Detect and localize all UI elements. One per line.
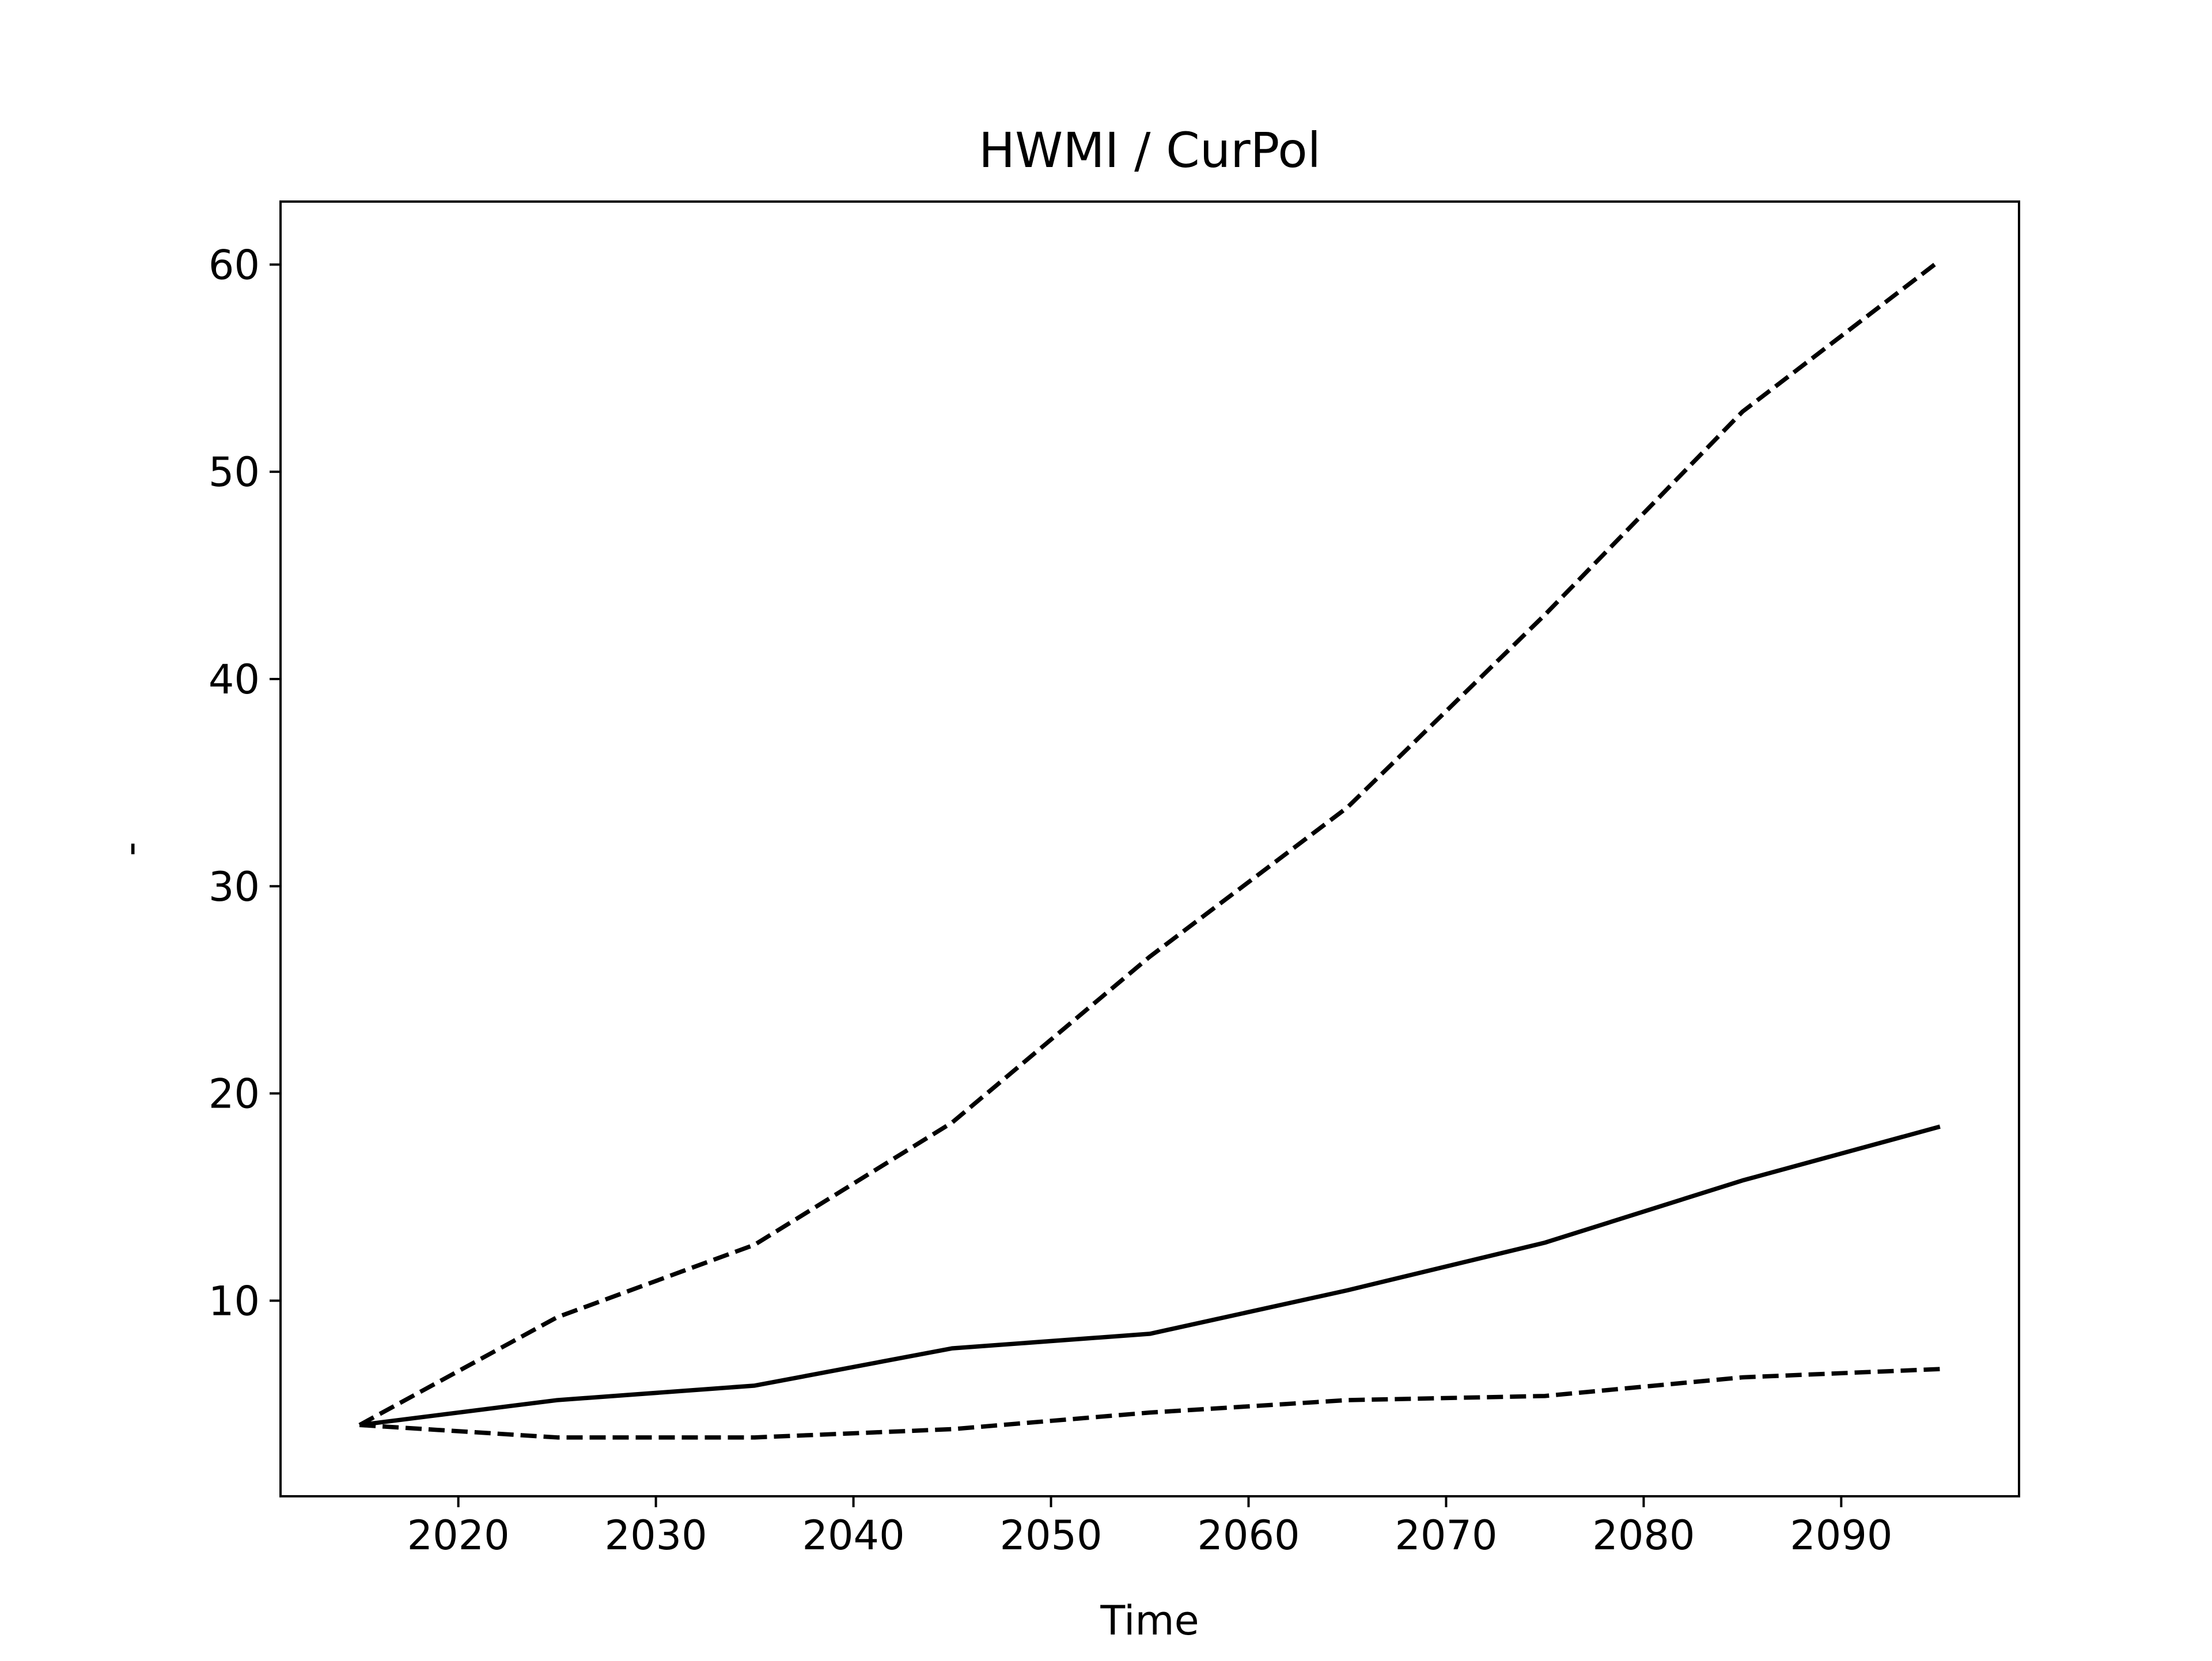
- plot-frame: [279, 200, 2020, 1497]
- x-tick-label: 2090: [1790, 1512, 1892, 1559]
- y-tick-label: 50: [209, 449, 260, 496]
- y-tick-label: 40: [209, 656, 260, 703]
- series-line: [359, 1124, 1941, 1427]
- chart-title: HWMI / CurPol: [979, 122, 1321, 179]
- series-line: [359, 1367, 1940, 1440]
- x-axis-label: Time: [1100, 1597, 1199, 1644]
- x-tick-label: 2070: [1395, 1512, 1497, 1559]
- x-tick-label: 2040: [802, 1512, 904, 1559]
- x-tick-label: 2020: [407, 1512, 510, 1559]
- y-tick-label: 30: [209, 863, 260, 911]
- y-tick-label: 60: [209, 241, 260, 289]
- y-tick-label: 20: [209, 1071, 260, 1118]
- x-tick-label: 2030: [605, 1512, 707, 1559]
- y-axis-label: -: [107, 841, 154, 856]
- x-tick-label: 2060: [1197, 1512, 1300, 1559]
- x-tick-label: 2050: [999, 1512, 1102, 1559]
- series-line: [358, 259, 1942, 1427]
- x-tick-label: 2080: [1592, 1512, 1695, 1559]
- y-tick-label: 10: [209, 1277, 260, 1325]
